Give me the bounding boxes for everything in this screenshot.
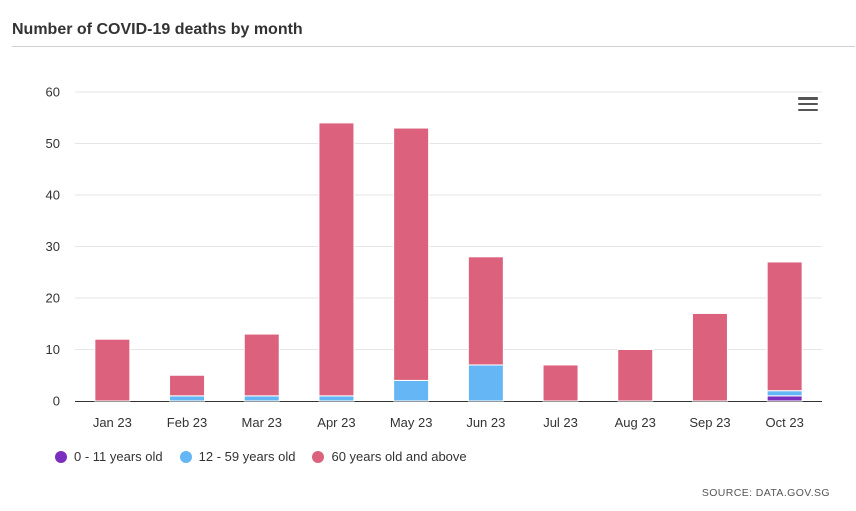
y-tick-label: 60 (46, 85, 60, 100)
y-tick-label: 40 (46, 188, 60, 203)
bar-segment[interactable] (766, 261, 803, 392)
bar-segment[interactable] (467, 364, 504, 402)
y-tick-label: 30 (46, 239, 60, 254)
title-divider (12, 46, 855, 47)
bar-segment[interactable] (243, 395, 280, 402)
legend-label: 12 - 59 years old (198, 449, 296, 464)
legend-label: 0 - 11 years old (74, 449, 163, 464)
bar-segment[interactable] (169, 374, 206, 397)
bar-segment[interactable] (94, 338, 131, 402)
x-tick-label: Jan 23 (93, 415, 132, 430)
bar-segment[interactable] (169, 395, 206, 402)
legend-swatch (312, 450, 325, 463)
bar-segment[interactable] (318, 395, 355, 402)
y-tick-label: 50 (46, 136, 60, 151)
x-tick-label: Feb 23 (167, 415, 207, 430)
hamburger-menu-icon[interactable] (798, 97, 818, 115)
x-tick-label: May 23 (390, 415, 433, 430)
bar-segment[interactable] (467, 256, 504, 366)
legend-item[interactable]: 60 years old and above (312, 449, 467, 464)
chart-legend: 0 - 11 years old 12 - 59 years old 60 year… (55, 449, 484, 464)
page-title: Number of COVID-19 deaths by month (12, 21, 303, 38)
bar-segment[interactable] (393, 379, 430, 402)
legend-item[interactable]: 12 - 59 years old (179, 449, 296, 464)
x-tick-label: Apr 23 (317, 415, 355, 430)
x-tick-label: Sep 23 (689, 415, 730, 430)
legend-swatch (55, 450, 67, 463)
x-tick-label: Oct 23 (766, 415, 804, 430)
y-tick-label: 20 (46, 291, 60, 306)
bar-segment[interactable] (766, 395, 803, 402)
bar-segment[interactable] (318, 122, 355, 397)
bar-segment[interactable] (542, 364, 579, 402)
legend-label: 60 years old and above (331, 449, 467, 464)
legend-swatch (179, 450, 192, 463)
bar-segment[interactable] (691, 312, 728, 402)
x-tick-label: Jul 23 (543, 415, 578, 430)
legend-item[interactable]: 0 - 11 years old (55, 449, 163, 464)
x-tick-label: Aug 23 (615, 415, 656, 430)
x-tick-label: Mar 23 (242, 415, 282, 430)
y-tick-label: 10 (46, 342, 60, 357)
x-tick-label: Jun 23 (466, 415, 505, 430)
bar-segment[interactable] (617, 349, 654, 402)
y-tick-label: 0 (53, 394, 60, 409)
bar-segment[interactable] (766, 390, 803, 397)
source-credit: SOURCE: DATA.GOV.SG (701, 487, 830, 499)
bar-segment[interactable] (243, 333, 280, 397)
bar-segment[interactable] (393, 127, 430, 381)
